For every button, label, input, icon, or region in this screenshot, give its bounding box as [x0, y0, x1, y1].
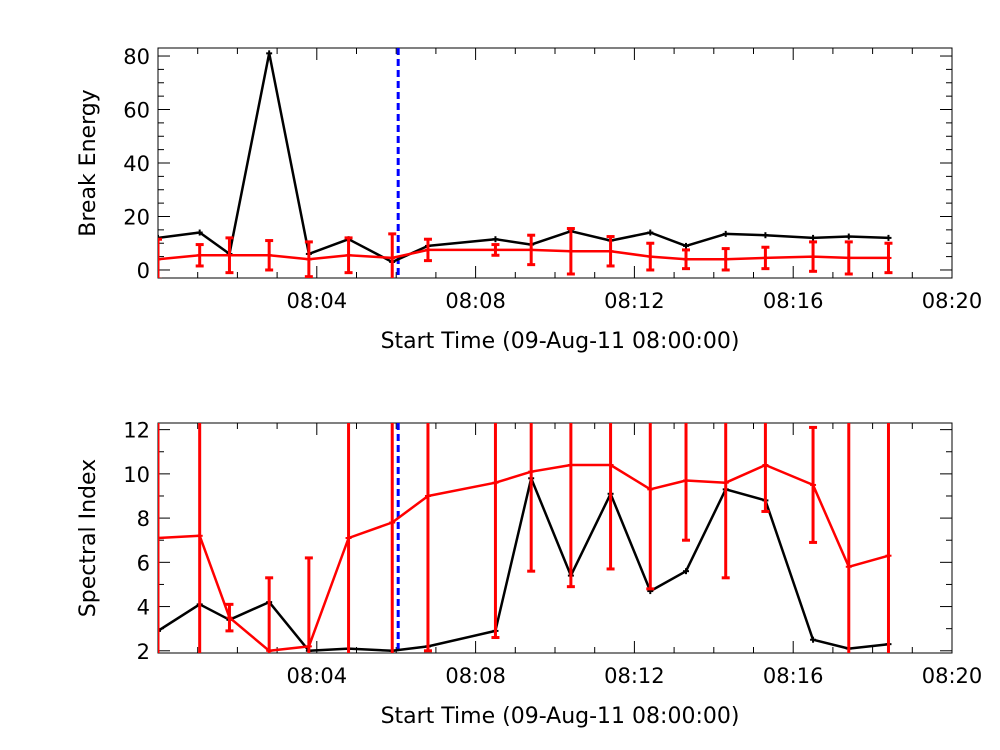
plot-frame [157, 47, 953, 279]
y-tick-label: 20 [123, 205, 150, 229]
data-point [266, 647, 273, 653]
data-point [647, 253, 654, 260]
y-tick-label: 6 [137, 551, 150, 575]
data-point [492, 246, 499, 253]
data-point [845, 233, 852, 240]
data-point [492, 479, 499, 486]
data-point [389, 254, 396, 261]
x-tick-label: 08:08 [445, 289, 506, 313]
data-point [528, 246, 535, 253]
data-point [762, 232, 769, 239]
data-point [810, 253, 817, 260]
data-point [722, 230, 729, 237]
series-line [158, 477, 889, 653]
data-point [722, 256, 729, 263]
plot-data [158, 423, 892, 653]
data-point [196, 252, 203, 259]
data-point [885, 254, 892, 261]
data-point [810, 636, 817, 643]
data-point [607, 248, 614, 255]
y-tick-label: 4 [137, 596, 150, 620]
data-point [158, 535, 161, 541]
data-point [810, 481, 817, 488]
data-point [722, 479, 729, 486]
data-point [158, 627, 161, 634]
data-point [762, 462, 769, 469]
data-point [345, 252, 352, 259]
data-point [810, 234, 817, 241]
data-point [683, 242, 690, 249]
data-point [607, 462, 614, 469]
data-point [567, 462, 574, 469]
x-tick-label: 08:04 [287, 289, 348, 313]
y-tick-label: 0 [137, 259, 150, 283]
x-tick-label: 08:16 [763, 289, 824, 313]
series-1 [158, 50, 892, 265]
y-tick-label: 40 [123, 152, 150, 176]
data-point [885, 552, 892, 559]
data-point [845, 563, 852, 570]
data-point [389, 519, 396, 526]
y-tick-label: 8 [137, 507, 150, 531]
data-point [424, 492, 431, 499]
data-point [885, 234, 892, 241]
y-tick-label: 60 [123, 99, 150, 123]
data-point [647, 486, 654, 493]
y-axis-label: Break Energy [76, 89, 101, 236]
data-point [492, 236, 499, 243]
data-point [226, 614, 233, 621]
x-tick-label: 08:20 [922, 664, 983, 688]
chart-panel-2: 08:04 08:08 08:12 08:16 08:20 2 4 6 8 10 12 Start T… [76, 419, 983, 729]
data-point [683, 256, 690, 263]
x-tick-label: 08:12 [604, 664, 665, 688]
y-axis-label: Spectral Index [76, 459, 101, 617]
series-1 [158, 475, 892, 653]
data-point [266, 252, 273, 259]
data-point [305, 256, 312, 263]
x-tick-label: 08:20 [922, 289, 983, 313]
chart-panel-1: 08:04 08:08 08:12 08:16 08:20 0 20 40 60 80 Start … [76, 45, 982, 354]
data-point [345, 535, 352, 541]
y-tick-label: 12 [123, 419, 150, 443]
data-point [196, 229, 203, 236]
data-point [683, 477, 690, 484]
series-line [158, 463, 889, 653]
x-tick-label: 08:04 [287, 664, 348, 688]
data-point [528, 468, 535, 475]
data-point [266, 50, 273, 57]
data-point [305, 643, 312, 650]
x-axis-label: Start Time (09-Aug-11 08:00:00) [381, 704, 740, 729]
y-tick-label: 80 [123, 45, 150, 69]
y-tick-label: 10 [123, 463, 150, 487]
x-tick-label: 08:16 [763, 664, 824, 688]
x-axis-label: Start Time (09-Aug-11 08:00:00) [381, 329, 740, 354]
series-2 [158, 227, 893, 278]
series-line [158, 52, 889, 264]
data-point [196, 532, 203, 539]
data-point [567, 248, 574, 255]
data-point [226, 252, 233, 259]
x-tick-label: 08:12 [604, 289, 665, 313]
data-point [158, 256, 161, 263]
plot-data [158, 48, 893, 278]
data-point [845, 254, 852, 261]
data-point [683, 568, 690, 575]
data-point [424, 246, 431, 253]
data-point [762, 254, 769, 261]
x-tick-label: 08:08 [445, 664, 506, 688]
data-point [647, 229, 654, 236]
y-tick-label: 2 [137, 640, 150, 664]
series-2 [158, 423, 892, 653]
